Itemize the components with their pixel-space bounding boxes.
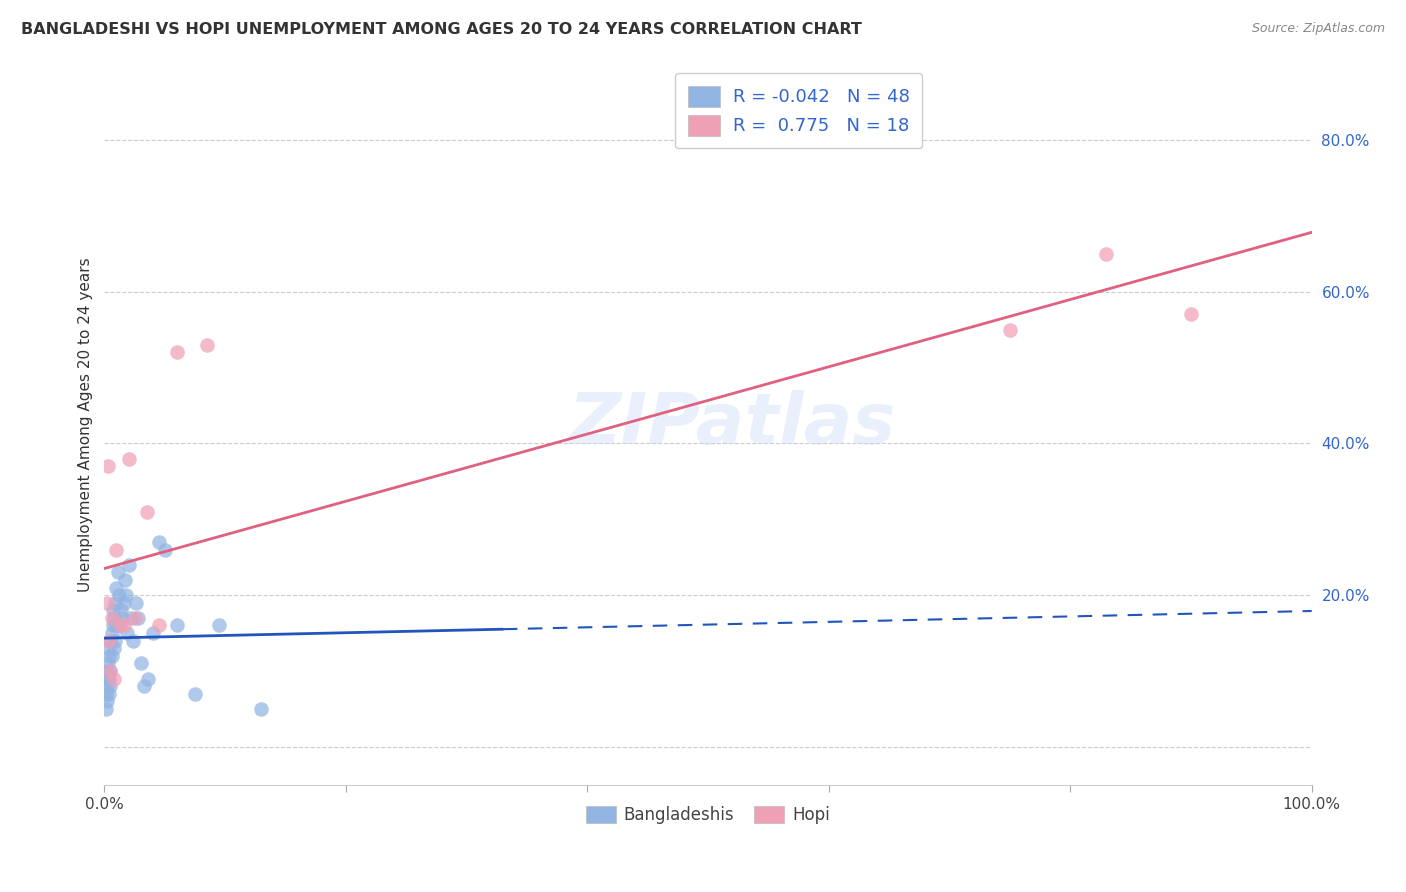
Point (110, 603, 132, 617)
Point (134, 679, 156, 693)
Point (250, 702, 273, 716)
Point (208, 618, 231, 632)
Point (100, 648, 122, 663)
Point (166, 618, 188, 632)
Point (114, 573, 136, 587)
Point (125, 596, 148, 610)
Point (108, 618, 131, 632)
Legend: Bangladeshis, Hopi: Bangladeshis, Hopi (579, 799, 837, 830)
Point (96, 679, 118, 693)
Point (115, 588, 138, 602)
Text: ZIPatlas: ZIPatlas (568, 390, 896, 458)
Point (101, 603, 124, 617)
Point (1180, 307, 1202, 321)
Point (1095, 246, 1118, 260)
Point (100, 633, 122, 648)
Text: Source: ZipAtlas.com: Source: ZipAtlas.com (1251, 22, 1385, 36)
Point (111, 611, 134, 625)
Text: BANGLADESHI VS HOPI UNEMPLOYMENT AMONG AGES 20 TO 24 YEARS CORRELATION CHART: BANGLADESHI VS HOPI UNEMPLOYMENT AMONG A… (21, 22, 862, 37)
Point (100, 611, 122, 625)
Point (103, 641, 125, 656)
Point (153, 542, 176, 557)
Point (100, 679, 122, 693)
Point (129, 657, 152, 671)
Point (105, 581, 128, 595)
Point (100, 664, 122, 678)
Point (120, 611, 142, 625)
Point (97, 641, 120, 656)
Point (96, 694, 118, 708)
Point (108, 618, 131, 632)
Point (101, 618, 124, 632)
Point (148, 535, 170, 549)
Y-axis label: Unemployment Among Ages 20 to 24 years: Unemployment Among Ages 20 to 24 years (79, 257, 93, 591)
Point (98, 633, 121, 648)
Point (96, 664, 118, 678)
Point (100, 664, 122, 678)
Point (104, 633, 127, 648)
Point (98, 672, 121, 686)
Point (998, 322, 1021, 336)
Point (117, 558, 139, 572)
Point (97, 657, 120, 671)
Point (97, 459, 120, 474)
Point (112, 596, 135, 610)
Point (100, 626, 122, 640)
Point (108, 588, 131, 602)
Point (96, 596, 118, 610)
Point (94, 687, 117, 701)
Point (148, 618, 170, 632)
Point (94, 702, 117, 716)
Point (103, 672, 125, 686)
Point (107, 566, 129, 580)
Point (105, 542, 128, 557)
Point (112, 618, 135, 632)
Point (97, 672, 120, 686)
Point (166, 345, 188, 359)
Point (117, 626, 139, 640)
Point (136, 672, 159, 686)
Point (127, 611, 149, 625)
Point (142, 626, 165, 640)
Point (117, 451, 139, 466)
Point (135, 505, 157, 519)
Point (195, 337, 218, 351)
Point (104, 596, 127, 610)
Point (122, 633, 145, 648)
Point (98, 687, 121, 701)
Point (103, 611, 125, 625)
Point (184, 687, 207, 701)
Point (98, 648, 121, 663)
Point (124, 611, 146, 625)
Point (105, 618, 128, 632)
